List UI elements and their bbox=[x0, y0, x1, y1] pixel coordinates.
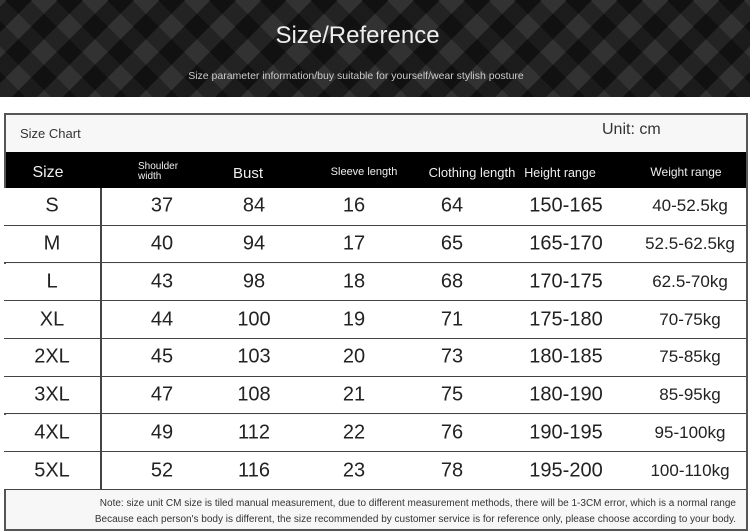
cell-clothing: 68 bbox=[440, 270, 464, 293]
cell-size: XL bbox=[39, 308, 65, 330]
column-divider bbox=[100, 188, 102, 490]
cell-shoulder: 45 bbox=[150, 345, 174, 368]
cell-clothing: 78 bbox=[440, 459, 464, 481]
cell-size: 5XL bbox=[34, 459, 70, 481]
cell-weight: 100-110kg bbox=[650, 460, 730, 480]
cell-weight: 40-52.5kg bbox=[652, 196, 728, 216]
cell-clothing: 65 bbox=[440, 232, 464, 255]
cell-size: 3XL bbox=[34, 383, 70, 406]
cell-clothing: 76 bbox=[440, 421, 464, 444]
table-row: S 37 84 16 64 150-165 40-52.5kg bbox=[4, 188, 746, 226]
table-header: Size Shoulder width Bust Sleeve length C… bbox=[6, 152, 746, 188]
cell-clothing: 64 bbox=[440, 194, 464, 217]
table-row: M 40 94 17 65 165-170 52.5-62.5kg bbox=[4, 225, 746, 264]
cell-height: 165-170 bbox=[529, 232, 603, 255]
cell-height: 180-185 bbox=[529, 345, 603, 368]
cell-shoulder: 52 bbox=[150, 459, 174, 481]
cell-height: 180-190 bbox=[529, 383, 603, 406]
cell-height: 170-175 bbox=[529, 270, 603, 293]
cell-shoulder: 43 bbox=[150, 270, 174, 293]
table-row: L 43 98 18 68 170-175 62.5-70kg bbox=[4, 263, 746, 301]
cell-size: M bbox=[43, 232, 61, 255]
cell-weight: 52.5-62.5kg bbox=[645, 234, 735, 253]
banner bbox=[0, 0, 750, 97]
cell-bust: 84 bbox=[242, 194, 266, 217]
header-bust: Bust bbox=[232, 165, 264, 182]
cell-bust: 108 bbox=[237, 383, 271, 406]
table-row: 2XL 45 103 20 73 180-185 75-85kg bbox=[4, 339, 746, 377]
cell-height: 150-165 bbox=[529, 194, 603, 217]
cell-shoulder: 40 bbox=[150, 232, 174, 255]
cell-weight: 62.5-70kg bbox=[652, 271, 728, 291]
cell-bust: 98 bbox=[242, 270, 266, 293]
table-row: 4XL 49 112 22 76 190-195 95-100kg bbox=[4, 414, 746, 452]
cell-size: S bbox=[45, 194, 59, 217]
cell-sleeve: 17 bbox=[342, 232, 366, 255]
banner-title: Size/Reference bbox=[275, 22, 440, 49]
cell-bust: 116 bbox=[238, 459, 270, 481]
cell-bust: 94 bbox=[242, 232, 266, 255]
cell-size: 2XL bbox=[34, 345, 70, 368]
banner-subtitle: Size parameter information/buy suitable … bbox=[188, 70, 524, 82]
cell-shoulder: 47 bbox=[150, 383, 174, 406]
header-size: Size bbox=[32, 164, 64, 181]
cell-bust: 100 bbox=[237, 308, 271, 330]
cell-weight: 75-85kg bbox=[659, 347, 721, 367]
cell-sleeve: 21 bbox=[342, 383, 366, 406]
cell-bust: 112 bbox=[238, 421, 270, 444]
cell-sleeve: 19 bbox=[342, 308, 366, 330]
table-row: 3XL 47 108 21 75 180-190 85-95kg bbox=[4, 376, 746, 415]
unit-label: Unit: cm bbox=[602, 121, 661, 138]
cell-shoulder: 37 bbox=[150, 194, 174, 217]
cell-clothing: 71 bbox=[440, 308, 464, 330]
cell-shoulder: 49 bbox=[150, 421, 174, 444]
cell-size: 4XL bbox=[34, 421, 70, 444]
cell-weight: 70-75kg bbox=[659, 309, 721, 329]
cell-sleeve: 22 bbox=[342, 421, 366, 444]
cell-sleeve: 23 bbox=[342, 459, 366, 481]
cell-weight: 85-95kg bbox=[659, 385, 721, 404]
header-height: Height range bbox=[524, 166, 596, 180]
header-sleeve: Sleeve length bbox=[330, 166, 398, 178]
table-caption: Size Chart bbox=[20, 126, 81, 141]
cell-height: 195-200 bbox=[529, 459, 603, 481]
cell-clothing: 73 bbox=[440, 345, 464, 368]
cell-height: 175-180 bbox=[529, 308, 603, 330]
cell-size: L bbox=[46, 270, 58, 293]
note-line-1: Note: size unit CM size is tiled manual … bbox=[99, 498, 736, 509]
header-clothing: Clothing length bbox=[428, 165, 516, 180]
cell-clothing: 75 bbox=[440, 383, 464, 406]
cell-sleeve: 18 bbox=[342, 270, 366, 293]
table-row: XL 44 100 19 71 175-180 70-75kg bbox=[4, 301, 746, 339]
cell-weight: 95-100kg bbox=[654, 422, 726, 442]
cell-bust: 103 bbox=[237, 345, 271, 368]
cell-sleeve: 16 bbox=[342, 194, 366, 217]
header-shoulder: Shoulder width bbox=[138, 161, 179, 182]
table-row: 5XL 52 116 23 78 195-200 100-110kg bbox=[4, 452, 746, 490]
note-line-2: Because each person's body is different,… bbox=[94, 514, 736, 525]
header-weight: Weight range bbox=[650, 165, 722, 179]
cell-height: 190-195 bbox=[529, 421, 603, 444]
cell-shoulder: 44 bbox=[150, 308, 174, 330]
cell-sleeve: 20 bbox=[342, 345, 366, 368]
